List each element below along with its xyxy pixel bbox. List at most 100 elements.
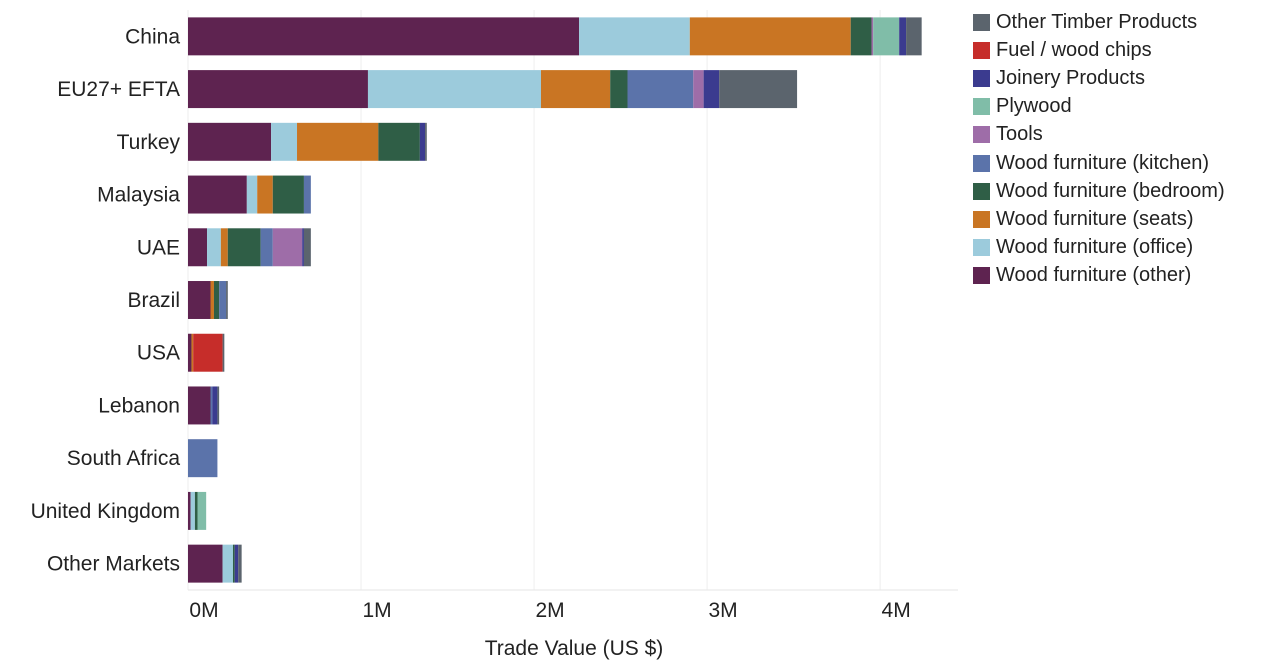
legend-item: Joinery Products bbox=[973, 64, 1225, 92]
bar-segment bbox=[188, 228, 208, 267]
x-tick-label: 1M bbox=[362, 599, 391, 622]
bar-segment bbox=[367, 70, 541, 109]
legend-item: Other Timber Products bbox=[973, 8, 1225, 36]
bar-segment bbox=[212, 386, 218, 425]
bar-segment bbox=[232, 544, 235, 583]
bar-segment bbox=[188, 122, 272, 161]
bar-segment bbox=[193, 333, 223, 372]
bar-segment bbox=[257, 175, 273, 214]
legend-item: Wood furniture (office) bbox=[973, 234, 1225, 262]
bar-segment bbox=[188, 386, 211, 425]
bar-segment bbox=[579, 17, 690, 56]
bar-segment bbox=[188, 333, 192, 372]
x-tick-label: 3M bbox=[709, 599, 738, 622]
bar-segment bbox=[272, 175, 304, 214]
legend-item: Wood furniture (bedroom) bbox=[973, 177, 1225, 205]
x-tick-label: 4M bbox=[882, 599, 911, 622]
legend: Other Timber Products Fuel / wood chips Jo… bbox=[973, 8, 1225, 290]
legend-swatch bbox=[973, 69, 990, 87]
legend-label: Other Timber Products bbox=[996, 10, 1198, 33]
bars bbox=[188, 17, 922, 583]
bar-segment bbox=[906, 17, 922, 56]
bar-segment bbox=[719, 70, 798, 109]
legend-item: Tools bbox=[973, 121, 1225, 149]
bar-segment bbox=[419, 122, 426, 161]
legend-label: Fuel / wood chips bbox=[996, 38, 1152, 61]
bar-segment bbox=[188, 439, 218, 478]
bar-segment bbox=[188, 544, 223, 583]
bar-segment bbox=[873, 17, 900, 56]
legend-label: Wood furniture (kitchen) bbox=[996, 151, 1210, 174]
legend-swatch bbox=[973, 13, 990, 31]
bar-segment bbox=[188, 491, 191, 530]
bar-segment bbox=[271, 122, 298, 161]
bar-segment bbox=[213, 281, 220, 319]
bar-segment bbox=[689, 17, 851, 56]
bar-segment bbox=[850, 17, 872, 56]
legend-item: Plywood bbox=[973, 93, 1225, 121]
bar-segment bbox=[210, 386, 213, 425]
bar-segment bbox=[627, 70, 694, 109]
bar-segment bbox=[226, 281, 228, 319]
legend-item: Wood furniture (kitchen) bbox=[973, 149, 1225, 177]
bar-segment bbox=[425, 122, 427, 161]
bar-segment bbox=[297, 122, 379, 161]
legend-label: Joinery Products bbox=[996, 66, 1145, 89]
bar-segment bbox=[272, 228, 303, 267]
bar-segment bbox=[693, 70, 704, 109]
legend-swatch bbox=[973, 154, 990, 172]
y-category-label: Lebanon bbox=[98, 394, 180, 417]
legend-swatch bbox=[973, 182, 990, 200]
bar-segment bbox=[188, 17, 580, 56]
y-category-label: Other Markets bbox=[47, 553, 180, 576]
y-category-label: Turkey bbox=[117, 131, 181, 154]
bar-segment bbox=[220, 228, 228, 267]
legend-item: Wood furniture (seats) bbox=[973, 205, 1225, 233]
bar-segment bbox=[378, 122, 420, 161]
bar-segment bbox=[222, 544, 233, 583]
legend-label: Wood furniture (bedroom) bbox=[996, 179, 1225, 202]
bar-segment bbox=[303, 228, 311, 267]
y-category-label: USA bbox=[137, 342, 180, 365]
bar-segment bbox=[234, 544, 239, 583]
x-tick-label: 2M bbox=[535, 599, 564, 622]
bar-segment bbox=[246, 175, 258, 214]
bar-segment bbox=[238, 544, 242, 583]
bar-segment bbox=[219, 281, 227, 319]
bar-segment bbox=[703, 70, 720, 109]
bar-segment bbox=[194, 491, 198, 530]
y-category-label: South Africa bbox=[67, 447, 181, 470]
legend-swatch bbox=[973, 267, 990, 285]
bar-segment bbox=[190, 491, 195, 530]
bar-segment bbox=[191, 333, 194, 372]
legend-item: Wood furniture (other) bbox=[973, 262, 1225, 290]
legend-swatch bbox=[973, 41, 990, 59]
legend-label: Tools bbox=[996, 123, 1043, 146]
y-category-label: UAE bbox=[137, 236, 180, 259]
bar-segment bbox=[610, 70, 628, 109]
x-axis-title: Trade Value (US $) bbox=[485, 637, 664, 660]
legend-swatch bbox=[973, 239, 990, 257]
bar-segment bbox=[302, 228, 304, 267]
legend-item: Fuel / wood chips bbox=[973, 36, 1225, 64]
y-category-label: EU27+ EFTA bbox=[57, 78, 180, 101]
bar-segment bbox=[207, 228, 221, 267]
bar-segment bbox=[899, 17, 907, 56]
bar-segment bbox=[188, 70, 368, 109]
y-category-label: Malaysia bbox=[97, 184, 180, 207]
y-category-label: China bbox=[125, 25, 180, 48]
legend-label: Wood furniture (other) bbox=[996, 264, 1192, 287]
bar-segment bbox=[540, 70, 611, 109]
legend-swatch bbox=[973, 210, 990, 228]
x-tick-label: 0M bbox=[189, 599, 218, 622]
axes: 0M 1M 2M 3M 4M China EU27+ EFTA Turkey Malaysia U… bbox=[31, 25, 958, 622]
y-category-label: United Kingdom bbox=[31, 500, 180, 523]
bar-segment bbox=[217, 386, 220, 425]
bar-segment bbox=[188, 281, 211, 319]
bar-segment bbox=[188, 175, 247, 214]
legend-label: Wood furniture (seats) bbox=[996, 207, 1194, 230]
bar-segment bbox=[303, 175, 311, 214]
bar-segment bbox=[871, 17, 874, 56]
bar-segment bbox=[210, 281, 214, 319]
